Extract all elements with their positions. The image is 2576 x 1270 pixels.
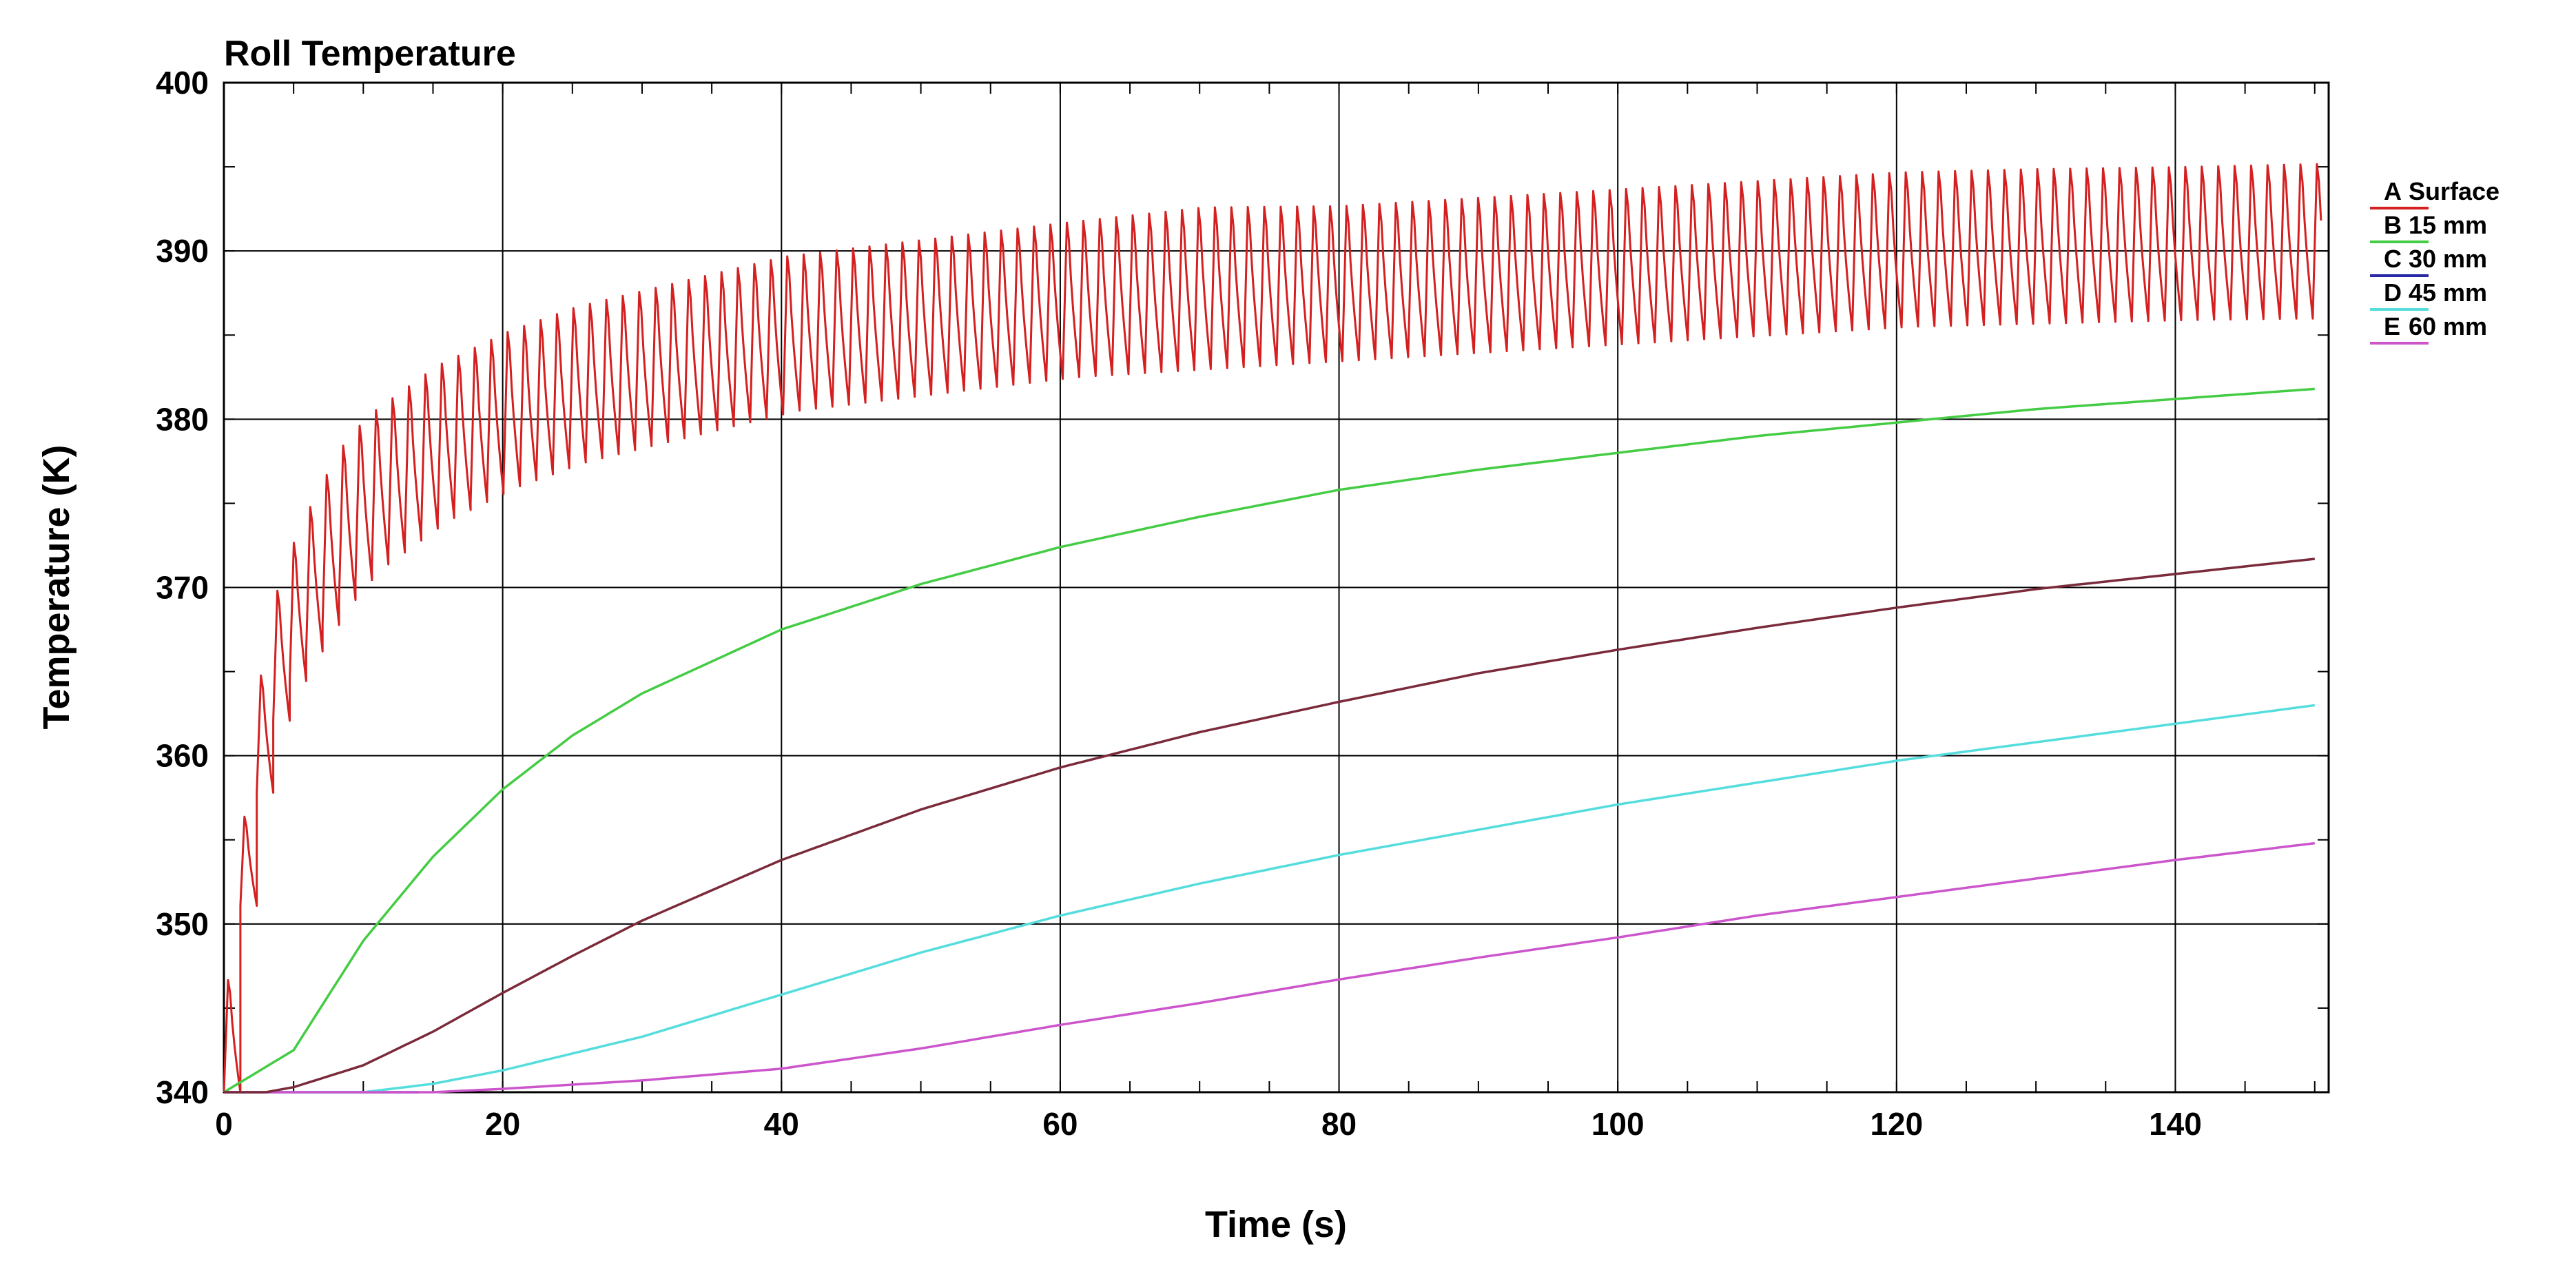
x-tick-label: 40: [764, 1106, 799, 1142]
legend-label: Surface: [2409, 177, 2500, 205]
x-tick-label: 20: [485, 1106, 520, 1142]
legend-letter: A: [2384, 177, 2402, 205]
x-axis-title: Time (s): [1205, 1204, 1347, 1245]
legend-label: 30 mm: [2409, 245, 2487, 273]
legend-label: 45 mm: [2409, 278, 2487, 307]
x-tick-label: 120: [1870, 1106, 1923, 1142]
series-line-a: [223, 163, 2322, 1094]
y-axis-title: Temperature (K): [36, 444, 77, 729]
y-tick-labels: 340 350 360 370 380 390 400: [156, 65, 209, 1110]
series-line-b: [223, 387, 2315, 1094]
y-tick-label: 350: [156, 906, 209, 942]
y-tick-label: 370: [156, 570, 209, 606]
grid-lines: [224, 83, 2329, 1092]
legend-letter: D: [2384, 278, 2402, 307]
legend-label: 15 mm: [2409, 211, 2487, 239]
x-tick-label: 100: [1591, 1106, 1645, 1142]
y-tick-label: 360: [156, 738, 209, 774]
series-line-unlabeled: [224, 557, 2315, 1094]
y-tick-label: 380: [156, 401, 209, 437]
x-tick-label: 140: [2149, 1106, 2202, 1142]
legend-letter: C: [2384, 245, 2402, 273]
y-tick-label: 340: [156, 1074, 209, 1110]
legend-letter: B: [2384, 211, 2402, 239]
series-line-e: [224, 841, 2316, 1094]
x-tick-labels: 0 20 40 60 80 100 120 140: [215, 1106, 2202, 1142]
y-tick-label: 390: [156, 233, 209, 269]
chart-title: Roll Temperature: [224, 34, 516, 74]
legend-label: 60 mm: [2409, 312, 2487, 340]
x-tick-label: 80: [1321, 1106, 1357, 1142]
minor-ticks: [223, 82, 2329, 1093]
x-tick-label: 0: [215, 1106, 233, 1142]
series-line-d: [224, 704, 2316, 1094]
y-tick-label: 400: [156, 65, 209, 101]
series-lines: [223, 163, 2322, 1094]
legend-letter: E: [2384, 312, 2400, 340]
x-tick-label: 60: [1042, 1106, 1078, 1142]
